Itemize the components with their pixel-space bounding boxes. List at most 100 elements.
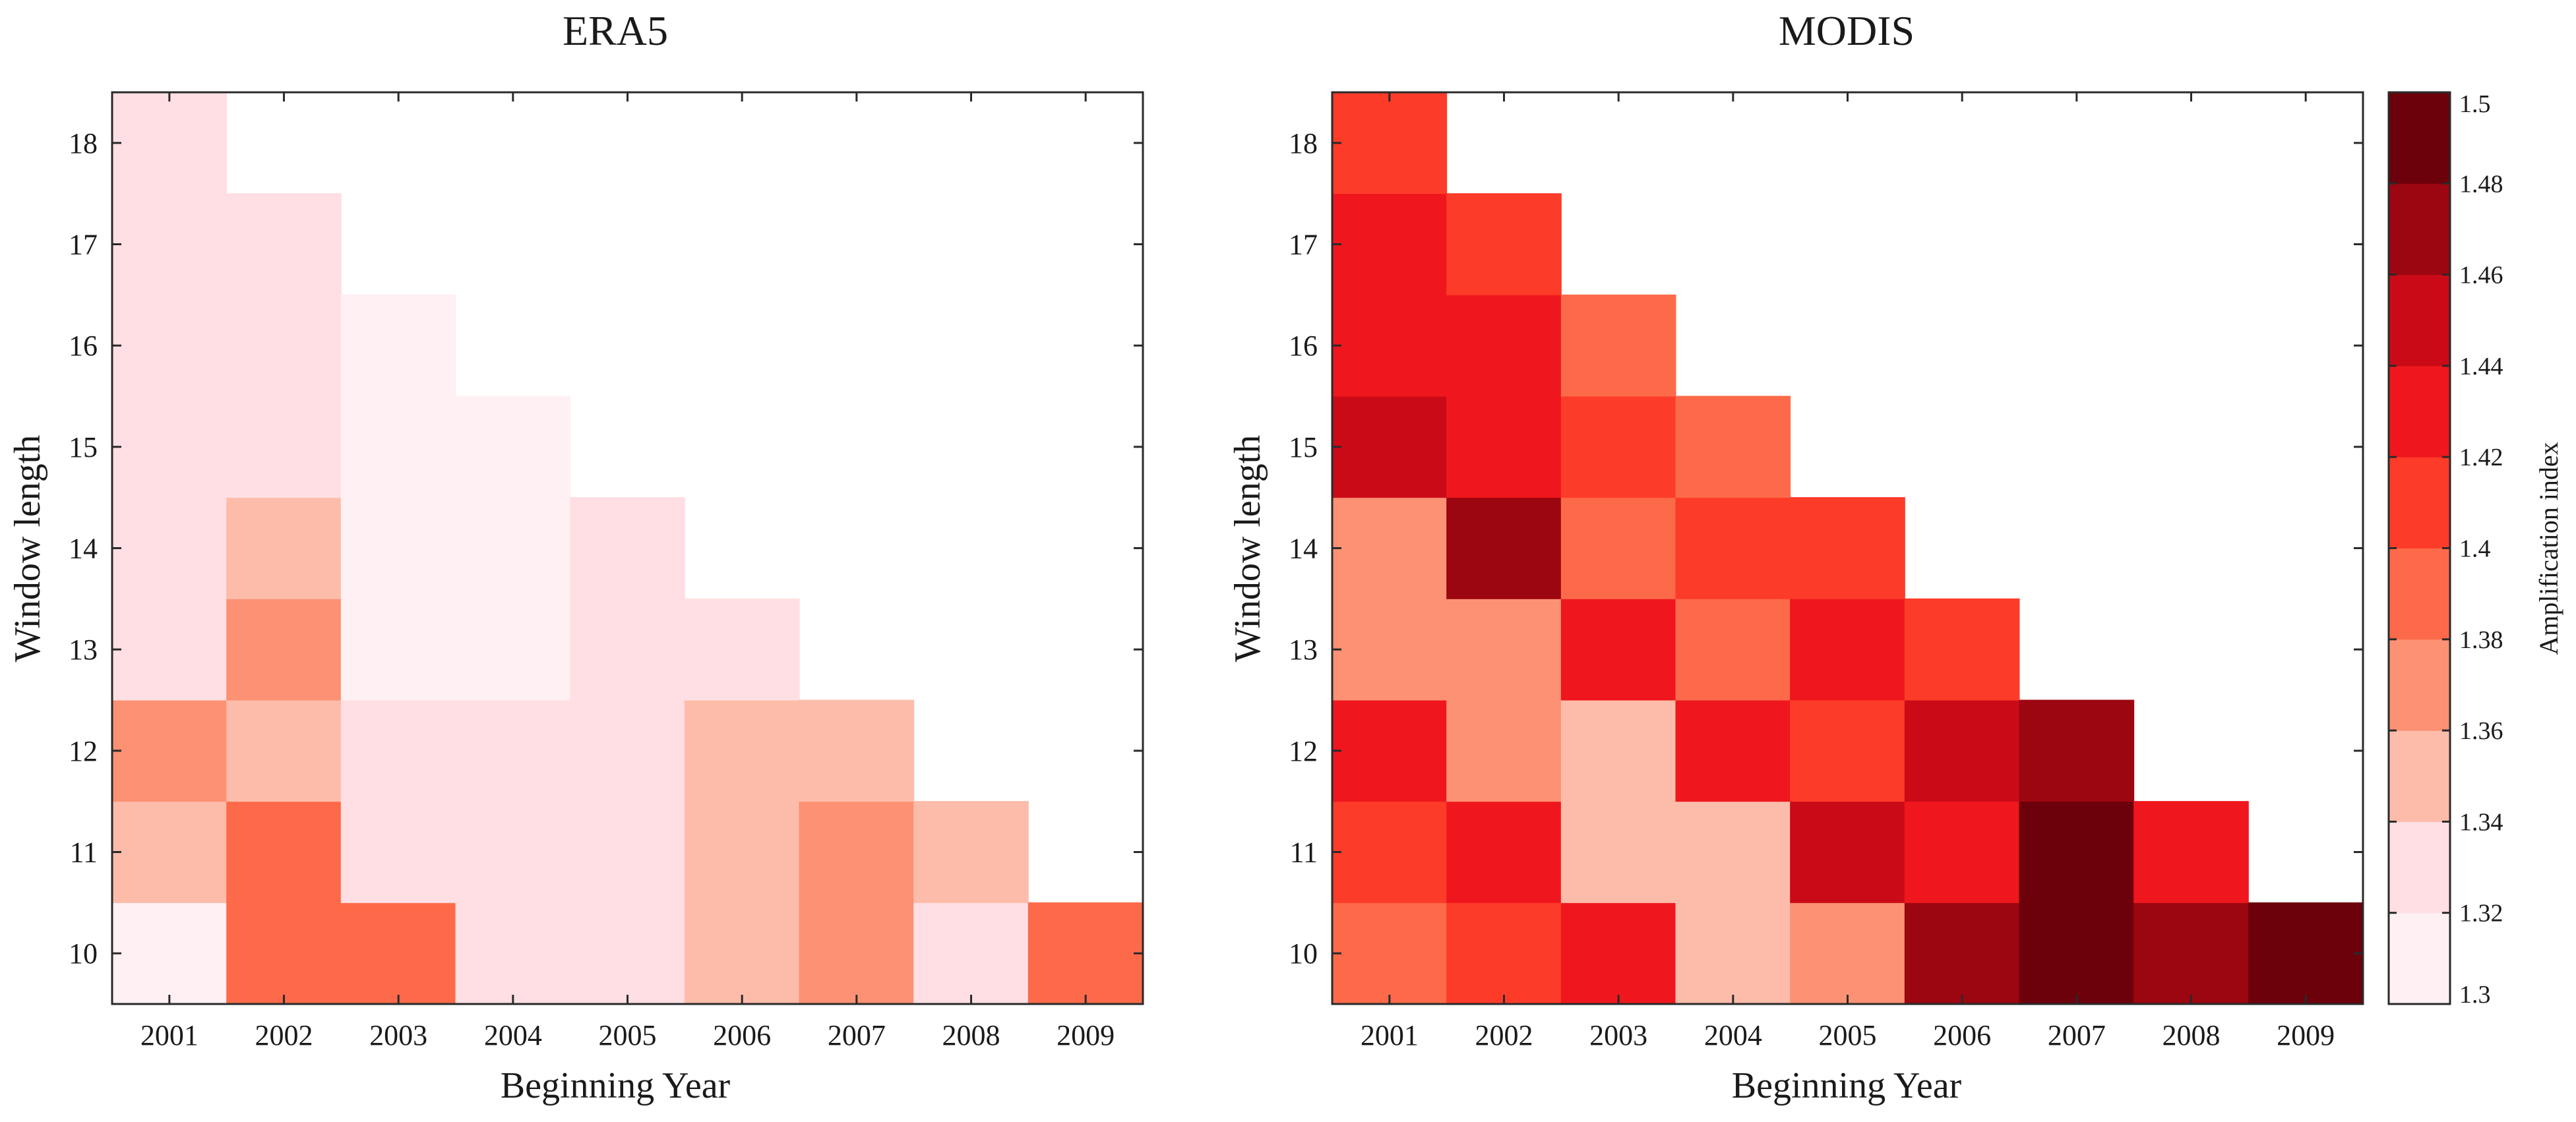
- era5-plot-frame: [111, 91, 1144, 1005]
- era5-cell-2003-w15: [340, 396, 456, 498]
- modis-cell-2001-w12: [1332, 699, 1448, 802]
- era5-cell-2005-w10: [570, 902, 685, 1005]
- modis-cell-2002-w10: [1446, 902, 1562, 1005]
- era5-cell-2004-w10: [455, 902, 571, 1005]
- era5-cell-2007-w11: [799, 801, 915, 903]
- era5-cell-2007-w12: [799, 699, 915, 802]
- modis-cell-2006-w12: [1904, 699, 2020, 802]
- modis-cell-2004-w12: [1675, 699, 1791, 802]
- colorbar-swatch: [2389, 821, 2450, 914]
- modis-cell-2002-w14: [1446, 497, 1562, 599]
- colorbar-swatch: [2389, 183, 2450, 276]
- colorbar-tick-label: 1.4: [2459, 535, 2491, 563]
- colorbar-tick-label: 1.48: [2459, 170, 2503, 198]
- era5-heatmap-panel: ERA5 Beginning Year Window length 2001 20…: [7, 7, 1144, 1106]
- modis-xlabel: Beginning Year: [1732, 1065, 1962, 1106]
- modis-cell-2002-w11: [1446, 801, 1562, 903]
- era5-cell-2001-w18: [111, 92, 228, 194]
- era5-ytick-label: 12: [69, 735, 98, 767]
- modis-cell-2007-w10: [2019, 902, 2135, 1005]
- era5-cell-2001-w16: [111, 294, 228, 397]
- modis-cell-2005-w13: [1790, 598, 1905, 701]
- modis-cell-2001-w15: [1332, 396, 1448, 498]
- modis-ytick-label: 13: [1289, 634, 1318, 666]
- modis-cell-2005-w11: [1790, 801, 1905, 903]
- colorbar-tick-label: 1.36: [2459, 717, 2503, 745]
- era5-cell-2004-w14: [455, 497, 571, 599]
- modis-xtick-label: 2009: [2277, 1019, 2335, 1051]
- era5-cell-2008-w10: [913, 902, 1029, 1005]
- era5-cell-2006-w11: [684, 801, 800, 903]
- era5-xtick-label: 2001: [140, 1019, 199, 1051]
- modis-cell-2001-w10: [1332, 902, 1448, 1005]
- era5-ytick-label: 13: [69, 634, 98, 666]
- modis-cell-2007-w11: [2019, 801, 2135, 903]
- era5-xtick-label: 2005: [599, 1019, 657, 1051]
- era5-ytick-label: 11: [70, 837, 98, 869]
- era5-cell-2002-w11: [226, 801, 342, 903]
- modis-ytick-label: 12: [1289, 735, 1318, 767]
- modis-cell-2004-w11: [1675, 801, 1791, 903]
- colorbar-tick-label: 1.34: [2459, 808, 2503, 836]
- modis-ytick-label: 14: [1289, 533, 1318, 565]
- era5-cell-2003-w12: [340, 699, 456, 802]
- era5-ytick-label: 15: [69, 431, 98, 463]
- modis-ylabel: Window length: [1227, 435, 1268, 663]
- era5-cell-2007-w10: [799, 902, 915, 1005]
- modis-cell-2002-w15: [1446, 396, 1562, 498]
- modis-title: MODIS: [1779, 7, 1915, 54]
- era5-cell-2001-w12: [111, 699, 228, 802]
- colorbar-swatches: [2389, 92, 2450, 1005]
- modis-cell-2001-w16: [1332, 294, 1448, 397]
- era5-ytick-label: 16: [69, 330, 98, 362]
- modis-cell-2008-w11: [2133, 801, 2249, 903]
- modis-xtick-label: 2005: [1819, 1019, 1877, 1051]
- era5-cell-2003-w16: [340, 294, 456, 397]
- era5-cell-2004-w11: [455, 801, 571, 903]
- modis-cell-2001-w14: [1332, 497, 1448, 599]
- era5-xtick-label: 2007: [828, 1019, 886, 1051]
- modis-xtick-label: 2006: [1933, 1019, 1991, 1051]
- era5-cell-2006-w13: [684, 598, 800, 701]
- era5-cell-2005-w14: [570, 497, 685, 599]
- era5-xtick-label: 2008: [942, 1019, 1000, 1051]
- modis-plot-frame: [1331, 91, 2364, 1005]
- colorbar-tick-label: 1.38: [2459, 626, 2503, 654]
- era5-cell-2002-w16: [226, 294, 342, 397]
- modis-xtick-label: 2001: [1361, 1019, 1419, 1051]
- modis-cell-2003-w10: [1560, 902, 1676, 1005]
- era5-xlabel: Beginning Year: [501, 1065, 731, 1106]
- era5-cells: [111, 92, 1144, 1005]
- colorbar-swatch: [2389, 365, 2450, 458]
- modis-cell-2008-w10: [2133, 902, 2249, 1005]
- modis-ticks: 2001 2002 2003 2004 2005 2006 2007 2008 2009 10 11…: [1289, 92, 2363, 1051]
- era5-cell-2001-w10: [111, 902, 228, 1005]
- modis-xtick-label: 2003: [1589, 1019, 1647, 1051]
- era5-cell-2006-w10: [684, 902, 800, 1005]
- modis-ytick-label: 11: [1290, 837, 1318, 869]
- colorbar-tick-label: 1.44: [2459, 353, 2503, 380]
- modis-cell-2003-w15: [1560, 396, 1676, 498]
- era5-cell-2003-w11: [340, 801, 456, 903]
- era5-xtick-label: 2009: [1057, 1019, 1115, 1051]
- colorbar-label: Amplification index: [2534, 442, 2563, 655]
- era5-cell-2001-w15: [111, 396, 228, 498]
- modis-cell-2006-w10: [1904, 902, 2020, 1005]
- modis-cell-2002-w13: [1446, 598, 1562, 701]
- era5-cell-2002-w14: [226, 497, 342, 599]
- modis-cell-2003-w11: [1560, 801, 1676, 903]
- era5-cell-2002-w15: [226, 396, 342, 498]
- era5-cell-2003-w13: [340, 598, 456, 701]
- modis-xtick-label: 2002: [1475, 1019, 1533, 1051]
- modis-ytick-label: 18: [1289, 127, 1318, 160]
- modis-cells: [1332, 92, 2364, 1005]
- modis-cell-2006-w11: [1904, 801, 2020, 903]
- era5-ylabel: Window length: [7, 435, 48, 663]
- colorbar-swatch: [2389, 456, 2450, 548]
- modis-cell-2001-w11: [1332, 801, 1448, 903]
- modis-cell-2004-w10: [1675, 902, 1791, 1005]
- modis-ytick-label: 17: [1289, 229, 1318, 261]
- modis-heatmap-panel: MODIS Beginning Year Window length 2001 2…: [1227, 7, 2364, 1106]
- colorbar-tick-label: 1.42: [2459, 444, 2503, 471]
